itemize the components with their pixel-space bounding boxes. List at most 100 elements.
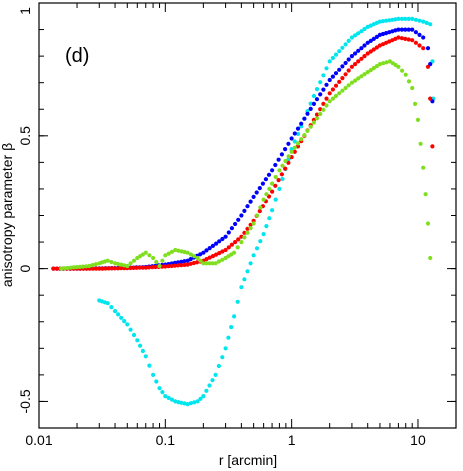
data-point [153, 264, 158, 270]
axis-ticks: 0.01 0.1 1 10 -0.5 0 0.5 1 [17, 2, 457, 448]
data-point [311, 93, 316, 99]
data-point [77, 264, 82, 269]
data-point [220, 355, 225, 360]
data-point [308, 124, 313, 129]
data-point [374, 45, 379, 50]
data-point [220, 249, 225, 254]
data-point [410, 85, 415, 91]
data-point [349, 54, 354, 59]
data-point [242, 230, 247, 235]
data-point [214, 241, 219, 246]
data-point [185, 258, 190, 263]
data-point [346, 38, 351, 44]
data-point [233, 221, 238, 227]
data-point [80, 264, 86, 269]
data-point [74, 265, 79, 270]
data-point [406, 79, 412, 84]
data-point [115, 266, 121, 271]
data-point [201, 394, 206, 399]
data-point [125, 322, 130, 327]
data-point [166, 264, 171, 269]
data-point [423, 192, 428, 197]
data-point [356, 76, 361, 81]
data-point [295, 144, 301, 149]
data-point [428, 22, 433, 27]
data-point [305, 111, 310, 116]
data-point [251, 221, 256, 226]
plot-frame [38, 2, 457, 429]
data-point [311, 120, 316, 125]
data-point [131, 332, 137, 338]
data-point [188, 252, 193, 257]
data-point [356, 59, 361, 64]
data-point [147, 363, 152, 368]
data-point [330, 55, 335, 61]
data-point [245, 269, 250, 274]
data-point [109, 266, 114, 271]
series-3 [59, 59, 433, 271]
data-point [403, 36, 408, 42]
data-point [210, 378, 215, 383]
data-point [143, 354, 148, 359]
data-point [321, 101, 326, 106]
data-point [106, 266, 111, 271]
data-point [169, 249, 175, 254]
data-point [410, 27, 415, 32]
data-point [403, 16, 408, 21]
data-point [248, 226, 253, 231]
data-point [182, 259, 187, 264]
data-point [302, 116, 307, 121]
data-point [421, 19, 426, 24]
data-point [242, 208, 247, 213]
data-point [365, 70, 370, 75]
data-point [295, 141, 301, 146]
data-point [318, 80, 323, 85]
data-point [146, 265, 152, 270]
data-point [305, 128, 310, 133]
data-point [105, 258, 110, 263]
data-point [286, 154, 291, 159]
data-point [286, 141, 291, 146]
y-axis-title: anisotropy parameter β [0, 143, 15, 287]
data-point [362, 72, 367, 77]
data-point [216, 259, 221, 264]
data-point [273, 174, 278, 180]
data-point [371, 47, 376, 52]
y-tick-label: 0 [17, 265, 33, 273]
data-point [119, 266, 124, 271]
data-point [223, 247, 228, 253]
data-point [421, 165, 426, 170]
y-tick-label: 1 [17, 7, 33, 15]
data-point [273, 183, 278, 188]
data-point [333, 52, 339, 57]
y-tick-label: 0.5 [17, 126, 33, 146]
data-point [182, 262, 187, 267]
data-point [154, 379, 159, 384]
data-point [90, 263, 95, 268]
data-point [51, 266, 56, 271]
data-point [403, 27, 408, 32]
data-point [150, 265, 155, 270]
data-point [97, 266, 102, 271]
data-point [251, 194, 256, 199]
data-point [410, 38, 415, 43]
data-point [368, 38, 373, 44]
data-point [105, 301, 110, 306]
data-point [292, 139, 297, 144]
data-point [324, 96, 329, 101]
data-point [90, 266, 95, 271]
x-tick-label: 1 [288, 432, 296, 448]
data-point [109, 259, 114, 265]
data-point [308, 106, 313, 111]
data-point [327, 91, 332, 96]
data-point [340, 45, 345, 50]
data-point [134, 265, 139, 270]
data-point [362, 43, 367, 48]
data-point [151, 255, 156, 261]
data-point [54, 266, 59, 271]
data-point [235, 245, 240, 250]
data-point [333, 93, 339, 99]
data-point [103, 266, 108, 271]
data-point [393, 17, 398, 22]
